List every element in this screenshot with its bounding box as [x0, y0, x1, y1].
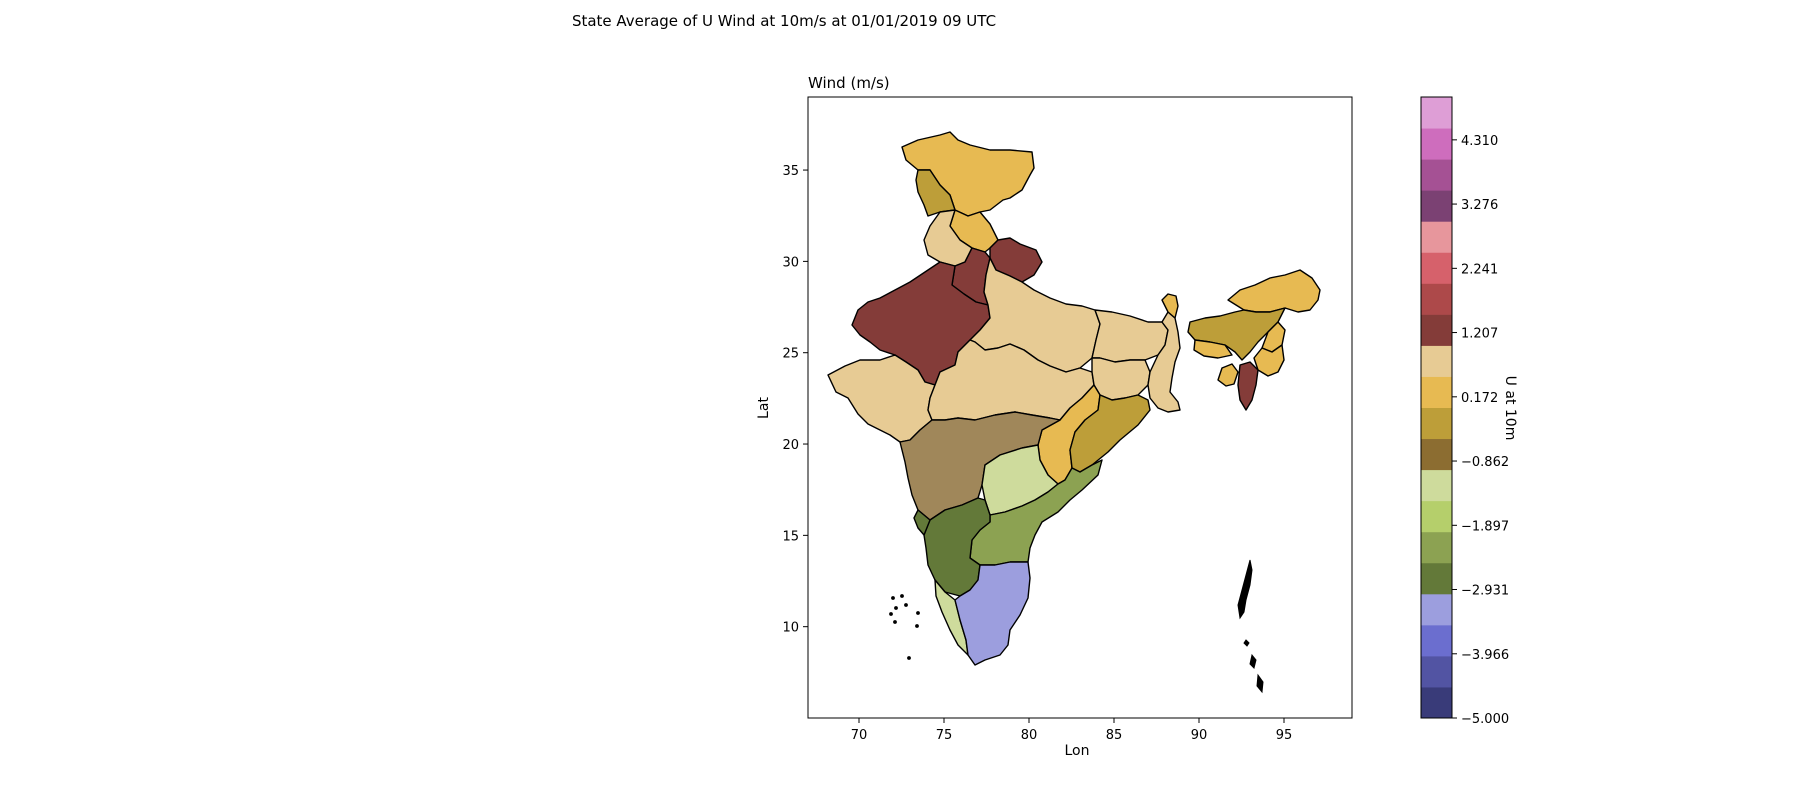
colorbar-tick-label: −3.966	[1461, 648, 1509, 663]
colorbar-segment	[1421, 531, 1452, 564]
island-lakshadweep-7	[915, 624, 919, 628]
region-uttarakhand	[989, 237, 1043, 283]
colorbar-segment	[1421, 345, 1452, 377]
map-x-tick-label: 80	[1021, 728, 1038, 743]
map-axes: Wind (m/s)	[756, 74, 1353, 759]
colorbar-tick-label: −0.862	[1461, 455, 1509, 470]
colorbar-segment	[1421, 97, 1452, 129]
island-nicobar-1	[1243, 639, 1250, 647]
colorbar-segments	[1421, 97, 1452, 719]
island-lakshadweep-9	[889, 612, 893, 616]
colorbar: −5.000 −3.966 −2.931 −1.897 −0.862 0.172 1.207…	[1420, 96, 1518, 727]
region-mizoram	[1237, 361, 1259, 411]
colorbar-segment	[1421, 314, 1452, 346]
island-lakshadweep-2	[900, 594, 904, 598]
map-subtitle: Wind (m/s)	[808, 74, 890, 92]
region-manipur	[1253, 344, 1285, 377]
island-lakshadweep-4	[904, 603, 908, 607]
island-lakshadweep-3	[894, 606, 898, 610]
map-x-label: Lon	[1065, 743, 1090, 759]
region-goa	[913, 509, 931, 536]
region-karnataka	[923, 497, 991, 597]
map-y-tick-label: 10	[782, 621, 799, 636]
colorbar-segment	[1421, 283, 1452, 315]
map-x-tick-label: 95	[1276, 728, 1293, 743]
region-odisha	[1069, 394, 1151, 473]
island-nicobar-3	[1256, 673, 1264, 694]
colorbar-segment	[1421, 500, 1452, 533]
region-tripura	[1217, 363, 1239, 387]
state-regions	[827, 131, 1321, 666]
map-x-tick-label: 75	[936, 728, 953, 743]
island-lakshadweep-1	[891, 596, 895, 600]
map-y-label: Lat	[756, 397, 772, 419]
colorbar-segment	[1421, 562, 1452, 595]
island-lakshadweep-6	[916, 611, 920, 615]
colorbar-tick-label: 2.241	[1461, 262, 1498, 277]
colorbar-tick-label: 3.276	[1461, 198, 1498, 213]
map-y-tick-label: 15	[782, 529, 799, 544]
colorbar-segment	[1421, 438, 1452, 471]
colorbar-segment	[1421, 407, 1452, 440]
map-y-tick-label: 20	[782, 438, 799, 453]
colorbar-segment	[1421, 159, 1452, 191]
region-meghalaya	[1193, 339, 1233, 359]
colorbar-tick-label: −2.931	[1461, 584, 1509, 599]
colorbar-segment	[1421, 376, 1452, 408]
region-tamil-nadu	[954, 561, 1031, 666]
colorbar-segment	[1421, 686, 1452, 719]
colorbar-tick-label: −1.897	[1461, 519, 1509, 534]
colorbar-segment	[1421, 469, 1452, 502]
colorbar-segment	[1421, 593, 1452, 626]
map-y-tick-label: 35	[782, 164, 799, 179]
map-x-tick-label: 85	[1106, 728, 1123, 743]
colorbar-segment	[1421, 190, 1452, 222]
map-y-tick-label: 30	[782, 255, 799, 270]
map-y-tick-label: 25	[782, 347, 799, 362]
colorbar-label: U at 10m	[1502, 376, 1518, 441]
colorbar-frame	[1420, 96, 1453, 719]
island-nicobar-2	[1249, 653, 1257, 669]
map-x-tick-label: 70	[851, 728, 868, 743]
region-sikkim	[1161, 293, 1179, 319]
colorbar-segment	[1421, 624, 1452, 657]
colorbar-tick-label: 0.172	[1461, 391, 1498, 406]
colorbar-ticks: −5.000 −3.966 −2.931 −1.897 −0.862 0.172 1.207…	[1452, 134, 1509, 727]
colorbar-tick-label: 1.207	[1461, 327, 1498, 342]
colorbar-tick-label: −5.000	[1461, 712, 1509, 727]
map-x-tick-label: 90	[1191, 728, 1208, 743]
island-lakshadweep-5	[893, 620, 897, 624]
colorbar-segment	[1421, 655, 1452, 688]
map-x-ticks: 70 75 80 85 90 95	[851, 718, 1293, 743]
map-y-ticks: 10 15 20 25 30 35	[782, 164, 808, 636]
colorbar-segment	[1421, 221, 1452, 253]
island-lakshadweep-8	[907, 656, 911, 660]
figure-title: State Average of U Wind at 10m/s at 01/0…	[572, 12, 996, 30]
colorbar-segment	[1421, 252, 1452, 284]
islands	[889, 559, 1264, 694]
colorbar-tick-label: 4.310	[1461, 134, 1498, 149]
colorbar-segment	[1421, 128, 1452, 160]
island-andaman	[1237, 559, 1253, 620]
